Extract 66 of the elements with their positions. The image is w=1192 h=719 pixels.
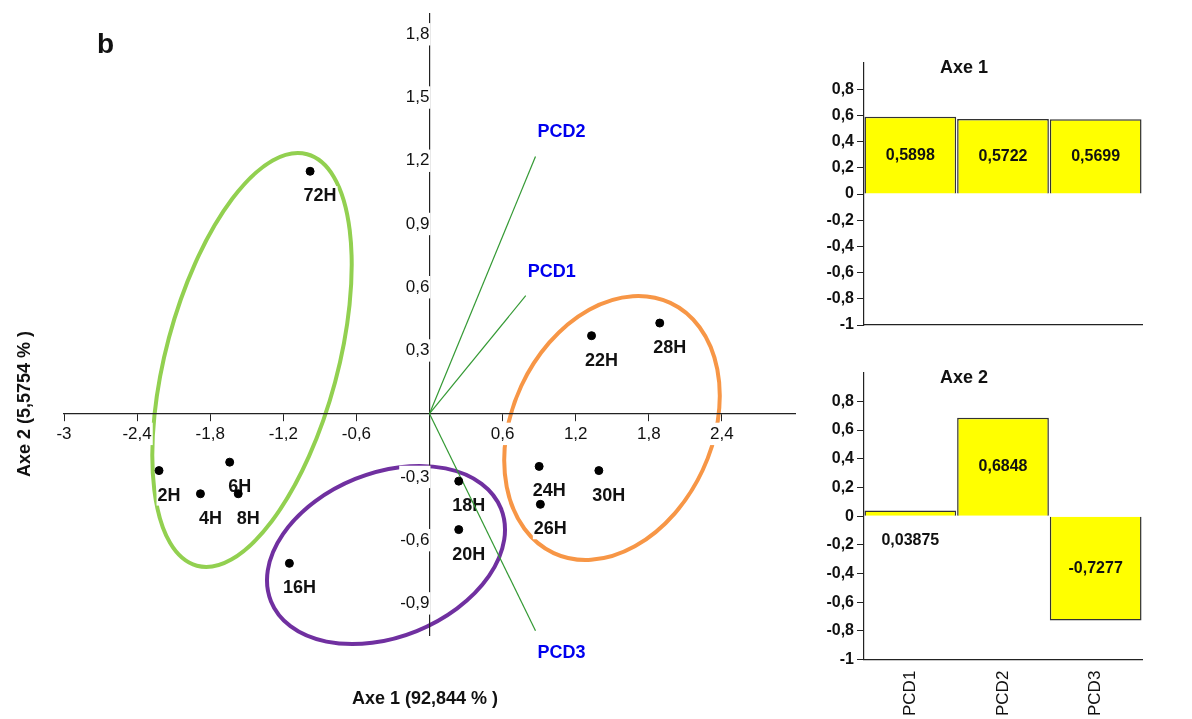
series-label: PCD2 bbox=[537, 121, 586, 142]
x-tick-label: 2,4 bbox=[710, 423, 734, 443]
data-label: -0,7277 bbox=[1068, 558, 1123, 576]
y-tick-label: -1 bbox=[839, 315, 855, 333]
y-tick-label: 0,9 bbox=[405, 213, 430, 233]
y-tick-label: 0,3 bbox=[405, 340, 430, 360]
annotation: 20H bbox=[452, 543, 486, 564]
y-tick-label: 1,8 bbox=[405, 23, 430, 43]
annotation: 4H bbox=[198, 507, 222, 528]
text: b bbox=[97, 28, 115, 60]
y-tick-label: -0,3 bbox=[400, 466, 430, 486]
y-tick-label: 0,6 bbox=[405, 276, 430, 296]
y-tick-label: 0 bbox=[845, 184, 855, 202]
x-tick-label: -2,4 bbox=[122, 423, 152, 443]
y-tick-label: 0 bbox=[845, 506, 855, 524]
chart-title: Axe 1 bbox=[939, 56, 989, 77]
series-label: PCD1 bbox=[527, 260, 576, 281]
x-tick-label: PCD3 bbox=[1085, 670, 1105, 717]
annotation: 22H bbox=[585, 349, 619, 370]
annotation: 24H bbox=[532, 480, 566, 501]
y-tick-label: -0,6 bbox=[826, 263, 855, 281]
y-tick-label: 0,4 bbox=[831, 132, 855, 150]
y-tick-label: -0,9 bbox=[400, 593, 430, 613]
x-tick-label: -1,2 bbox=[268, 423, 298, 443]
x-tick-label: 0,6 bbox=[490, 423, 515, 443]
annotation: 26H bbox=[533, 518, 567, 539]
data-label: 0,03875 bbox=[881, 530, 940, 548]
chart-title: Axe 2 bbox=[939, 366, 989, 387]
series-label: PCD3 bbox=[537, 641, 586, 662]
y-tick-label: -0,6 bbox=[826, 592, 855, 610]
data-label: 0,5898 bbox=[885, 145, 935, 163]
data-label: 0,6848 bbox=[978, 457, 1028, 475]
y-tick-label: 1,5 bbox=[405, 87, 430, 107]
x-axis-title: Axe 1 (92,844 % ) bbox=[352, 688, 499, 709]
x-tick-label: -0,6 bbox=[341, 423, 372, 443]
annotation: 28H bbox=[653, 337, 687, 358]
annotation: 16H bbox=[282, 577, 316, 598]
y-tick-label: -0,8 bbox=[826, 621, 855, 639]
x-tick-label: 1,2 bbox=[563, 423, 588, 443]
annotation: 8H bbox=[236, 507, 260, 528]
y-tick-label: 0,8 bbox=[831, 79, 855, 97]
x-tick-label: -3 bbox=[56, 423, 72, 443]
y-tick-label: -0,6 bbox=[400, 529, 430, 549]
y-tick-label: 0,6 bbox=[831, 105, 855, 123]
x-tick-label: 1,8 bbox=[636, 423, 661, 443]
y-tick-label: 0,2 bbox=[831, 158, 855, 176]
y-tick-label: 0,4 bbox=[831, 449, 855, 467]
annotation: 30H bbox=[592, 484, 626, 505]
y-tick-label: -0,8 bbox=[826, 289, 855, 307]
y-tick-label: -0,4 bbox=[826, 236, 855, 254]
y-tick-label: -0,2 bbox=[826, 210, 855, 228]
y-tick-label: 0,8 bbox=[831, 391, 855, 409]
y-tick-label: 0,2 bbox=[831, 477, 855, 495]
x-tick-label: PCD2 bbox=[992, 670, 1012, 717]
data-label: 0,5699 bbox=[1071, 147, 1121, 165]
data-label: 0,5722 bbox=[978, 146, 1028, 164]
annotation: 2H bbox=[157, 484, 181, 505]
x-tick-label: PCD1 bbox=[900, 670, 920, 717]
annotation: 72H bbox=[303, 185, 337, 206]
y-tick-label: -1 bbox=[839, 650, 855, 668]
annotation: 6H bbox=[228, 476, 252, 497]
y-tick-label: 1,2 bbox=[405, 150, 430, 170]
y-axis-title: Axe 2 (5,5754 % ) bbox=[13, 330, 35, 478]
y-tick-label: -0,4 bbox=[826, 563, 855, 581]
y-tick-label: -0,2 bbox=[826, 535, 855, 553]
x-tick-label: -1,8 bbox=[195, 423, 225, 443]
